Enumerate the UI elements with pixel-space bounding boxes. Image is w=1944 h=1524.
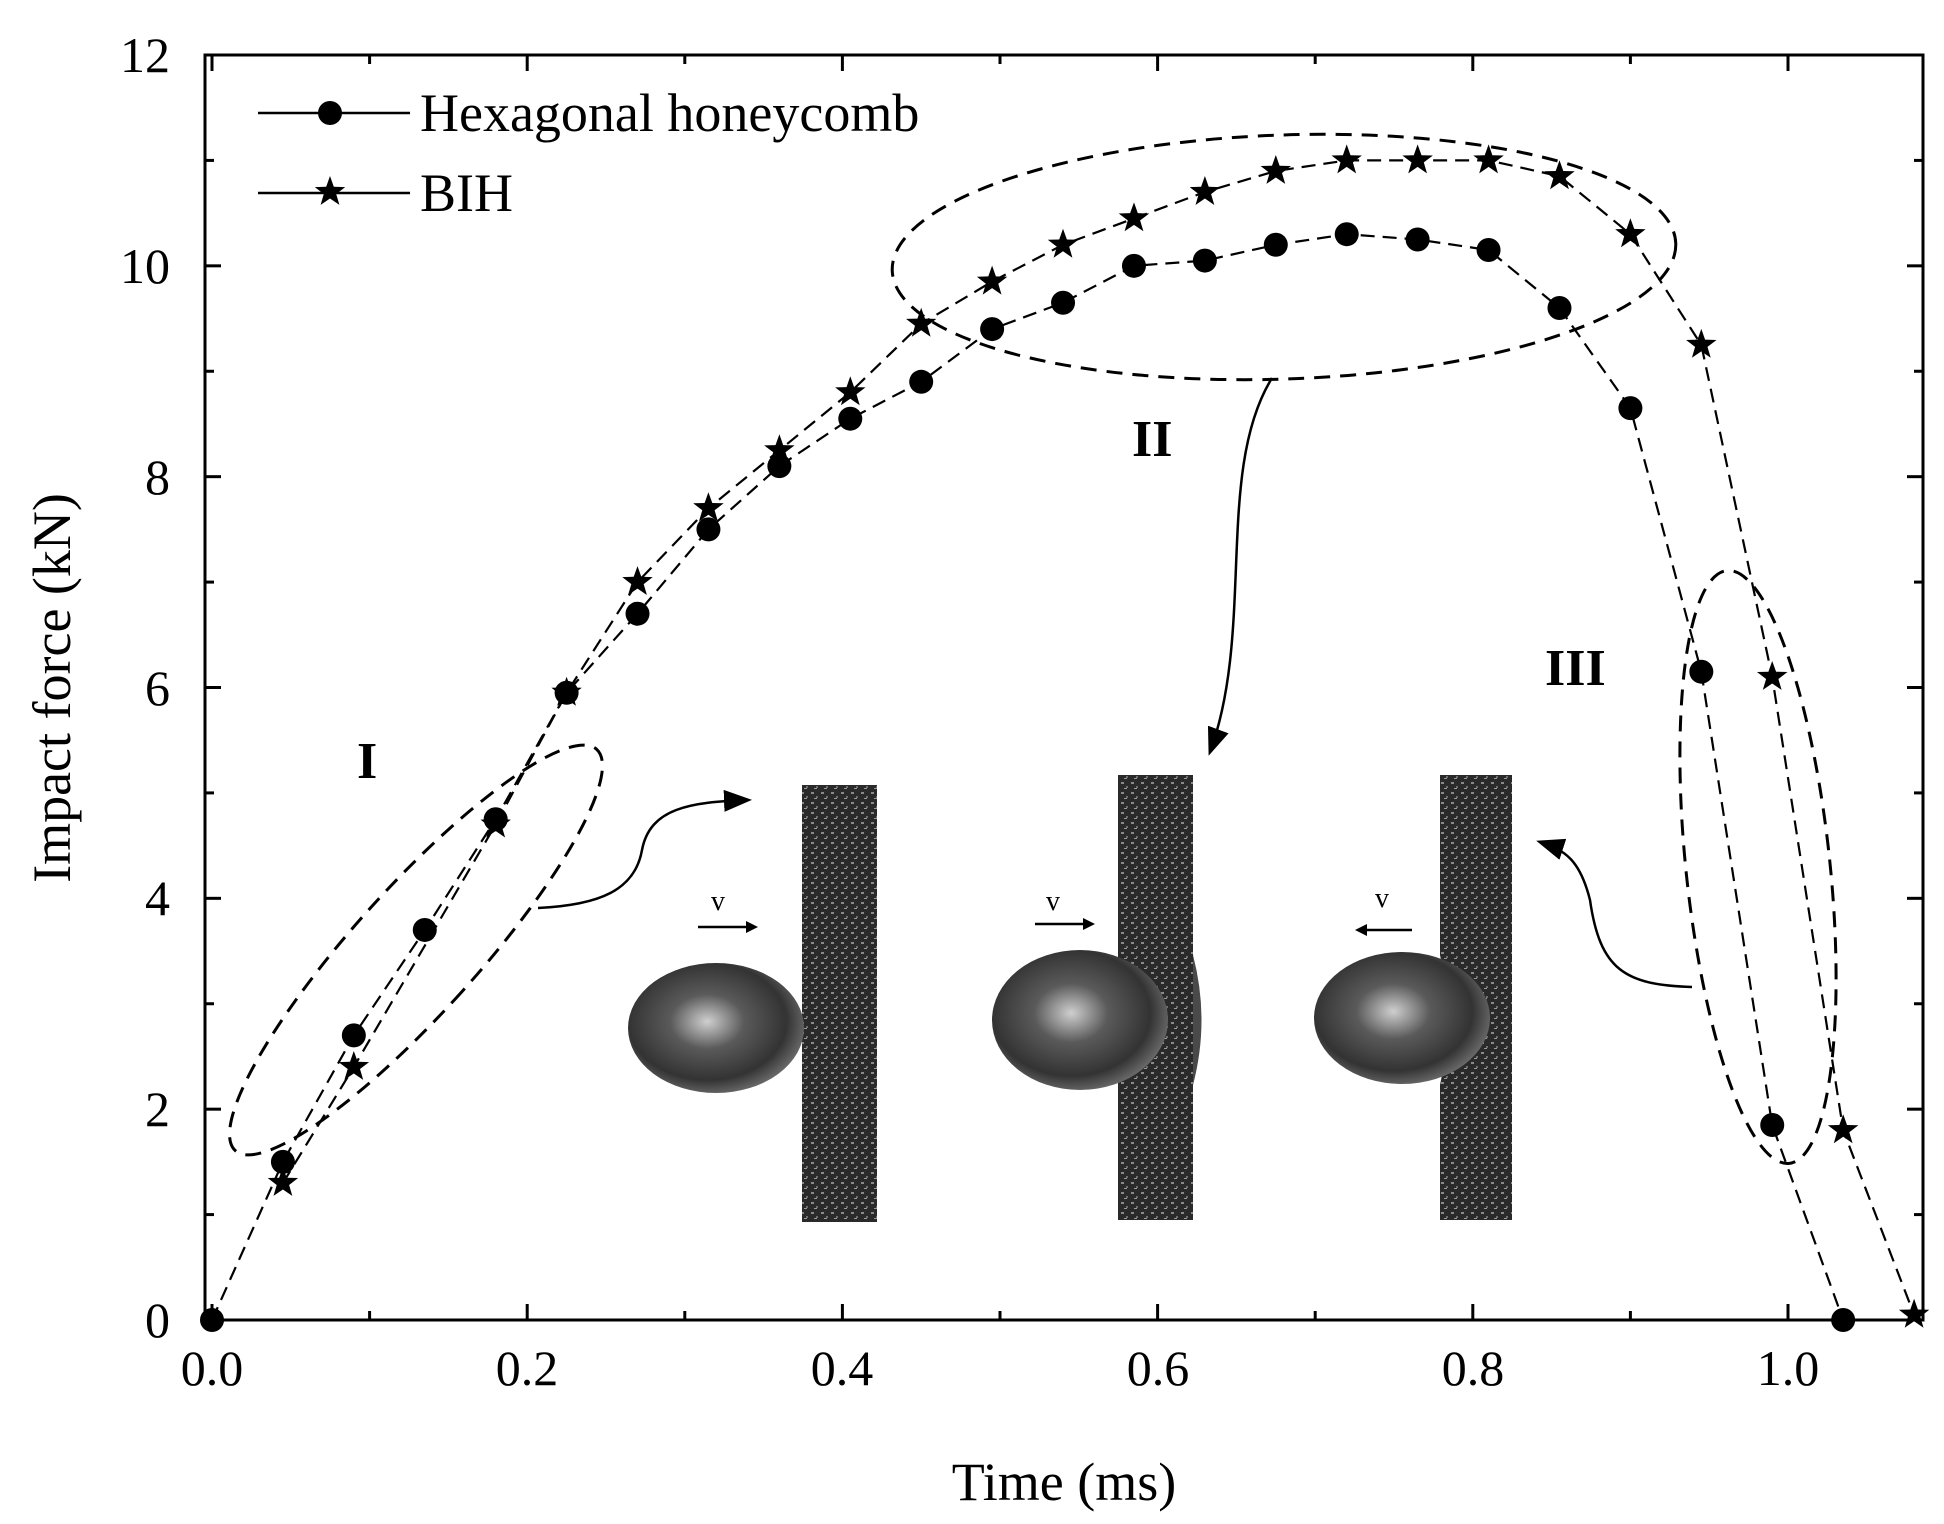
x-tick-label: 0.0: [181, 1340, 244, 1396]
bih-data-point: [338, 1051, 370, 1080]
x-tick-labels: 0.0 0.2 0.4 0.6 0.8 1.0: [181, 1340, 1820, 1396]
hexagonal-data-point: [1547, 296, 1572, 320]
hexagonal-data-point: [909, 369, 934, 394]
honeycomb-bulge: [1193, 955, 1202, 1085]
bih-data-point: [1260, 155, 1291, 184]
velocity-label: v: [1046, 886, 1060, 917]
region-II-arrow: [1207, 377, 1274, 756]
hexagonal-data-point: [1192, 248, 1217, 273]
y-tick-label: 2: [145, 1081, 170, 1137]
x-tick-label: 0.2: [496, 1340, 559, 1396]
bih-data-point: [1047, 228, 1079, 258]
bih-data-point: [835, 376, 866, 406]
legend-star-marker: [314, 176, 346, 205]
bih-data-point: [1615, 218, 1646, 248]
bih-data-point: [906, 307, 937, 337]
y-tick-label: 12: [120, 27, 170, 83]
honeycomb-panel: [802, 785, 877, 1222]
region-III-label: III: [1545, 640, 1606, 697]
bih-data-point: [976, 265, 1008, 295]
snapshot-stage-1: v: [628, 785, 877, 1222]
snapshot-stage-2: v: [992, 775, 1202, 1220]
bih-data-point: [480, 808, 511, 838]
impact-snapshots-inset: v v v: [628, 775, 1512, 1222]
region-III-arrow: [1536, 838, 1693, 989]
y-tick-label: 4: [145, 870, 170, 926]
region-I-arrow: [537, 789, 752, 910]
bih-data-point: [1331, 144, 1362, 174]
bih-data-point: [1189, 176, 1221, 205]
hexagonal-data-point: [200, 1308, 224, 1332]
legend-item-hexagonal: Hexagonal honeycomb: [258, 83, 919, 143]
hexagonal-data-point: [1476, 238, 1501, 263]
bih-data-point: [1118, 202, 1150, 232]
velocity-label: v: [1375, 883, 1389, 914]
region-I-label: I: [357, 733, 377, 790]
projectile-ball: [628, 963, 804, 1093]
hexagonal-data-point: [270, 1149, 295, 1174]
bih-data-point: [1757, 661, 1788, 690]
y-tick-label: 8: [145, 449, 170, 505]
hexagonal-data-point: [1121, 253, 1146, 278]
bih-data-point: [1686, 328, 1717, 358]
legend: Hexagonal honeycomb BIH: [258, 83, 919, 223]
hexagonal-data-point: [1618, 396, 1643, 421]
legend-item-bih: BIH: [258, 163, 513, 223]
y-tick-labels: 0 2 4 6 8 10 12: [120, 27, 170, 1348]
bih-data-point: [1544, 160, 1575, 190]
series-line-hexagonal: [210, 233, 1845, 1321]
y-tick-label: 10: [120, 238, 170, 294]
hexagonal-data-point: [625, 601, 650, 626]
projectile-ball: [1314, 952, 1490, 1084]
bih-data-point: [764, 434, 795, 464]
x-tick-label: 0.8: [1442, 1340, 1505, 1396]
bih-data-point: [1473, 144, 1504, 174]
snapshot-stage-3: v: [1314, 775, 1512, 1220]
bih-data-point: [1827, 1114, 1859, 1144]
bih-data-point: [1402, 144, 1433, 174]
projectile-ball: [992, 950, 1168, 1090]
hexagonal-data-point: [1689, 659, 1714, 684]
hexagonal-data-point: [980, 317, 1005, 342]
region-III-ellipse: [1678, 569, 1838, 1165]
x-tick-label: 1.0: [1757, 1340, 1820, 1396]
hexagonal-data-point: [696, 517, 721, 542]
hexagonal-data-point: [341, 1023, 366, 1048]
y-tick-label: 6: [145, 660, 170, 716]
x-tick-label: 0.6: [1127, 1340, 1190, 1396]
y-axis-title: Impact force (kN): [22, 493, 82, 883]
bih-data-point: [1898, 1298, 1930, 1328]
bih-data-point: [693, 492, 724, 522]
hexagonal-data-point: [838, 406, 863, 431]
hexagonal-data-point: [1051, 290, 1076, 315]
legend-label: BIH: [420, 163, 513, 223]
series-layer: [200, 144, 1930, 1332]
bih-data-point: [267, 1167, 299, 1196]
velocity-label: v: [711, 886, 725, 917]
x-axis-title: Time (ms): [952, 1452, 1177, 1512]
hexagonal-data-point: [1263, 232, 1288, 257]
hexagonal-data-point: [1760, 1112, 1785, 1137]
x-tick-label: 0.4: [811, 1340, 874, 1396]
y-tick-label: 0: [145, 1292, 170, 1348]
region-annotations: I II III: [228, 132, 1838, 1165]
series-line-bih: [281, 159, 1916, 1316]
bih-data-point: [551, 676, 582, 706]
hexagonal-data-point: [1831, 1308, 1856, 1332]
region-I-ellipse: [228, 743, 604, 1157]
legend-label: Hexagonal honeycomb: [420, 83, 919, 143]
hexagonal-data-point: [1334, 222, 1359, 247]
bih-data-point: [622, 566, 653, 595]
hexagonal-data-point: [1405, 227, 1430, 252]
legend-circle-marker: [318, 101, 342, 125]
region-II-ellipse: [890, 132, 1678, 382]
region-II-label: II: [1132, 411, 1172, 468]
